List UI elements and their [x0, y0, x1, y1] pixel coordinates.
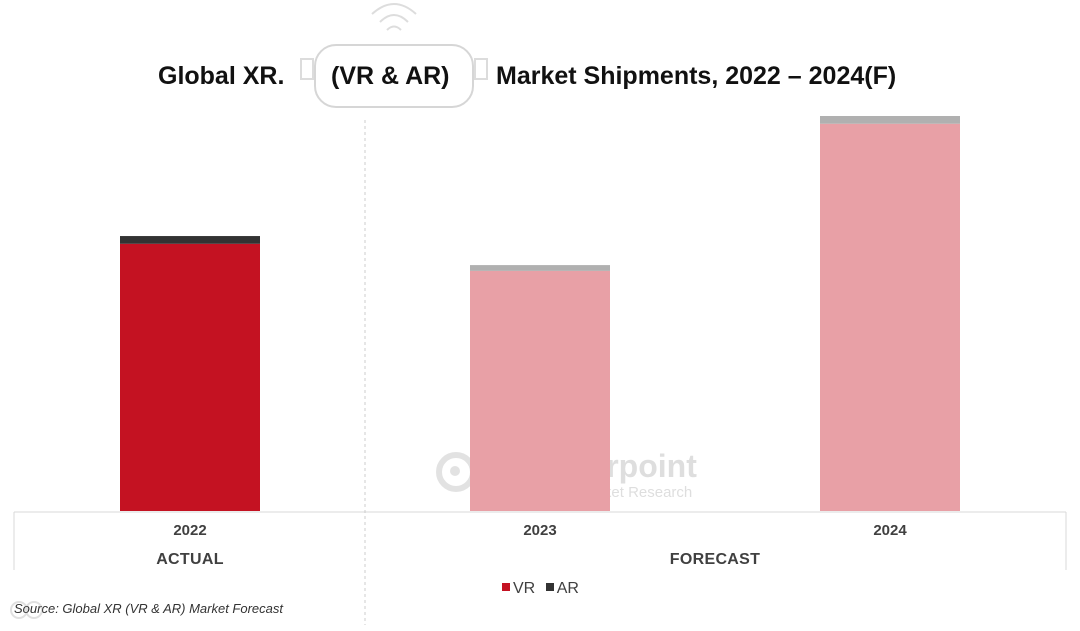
chart-legend: VR AR	[502, 580, 585, 598]
chart-title-part-3: Market Shipments, 2022 – 2024(F)	[496, 62, 897, 90]
watermark-name: Counterpoint	[496, 448, 697, 484]
watermark-tagline: Technology Market Research	[498, 484, 693, 501]
category-label-2022: 2022	[173, 522, 207, 539]
bar-vr-2022	[120, 243, 260, 511]
source-note: Source: Global XR (VR & AR) Market Forec…	[14, 601, 283, 616]
legend-label-vr: VR	[513, 580, 536, 597]
bar-ar-2024	[820, 116, 960, 124]
category-label-2023: 2023	[523, 522, 557, 539]
section-label-forecast: FORECAST	[669, 551, 761, 568]
legend-label-ar: AR	[556, 580, 579, 597]
bar-ar-2023	[470, 265, 610, 271]
headset-strap-right	[474, 58, 488, 80]
vr-headset-icon	[314, 44, 474, 108]
chart-title-part-1: Global XR.	[158, 62, 285, 90]
section-label-actual: ACTUAL	[156, 551, 224, 568]
watermark-corner-logo	[10, 601, 43, 619]
headset-strap-left	[300, 58, 314, 80]
legend-swatch-vr	[502, 583, 510, 591]
chart-title-part-2: (VR & AR)	[331, 62, 450, 90]
bar-vr-2024	[820, 123, 960, 512]
category-label-2024: 2024	[873, 522, 907, 539]
legend-item-ar: AR	[545, 580, 579, 598]
bar-ar-2022	[120, 236, 260, 244]
counterpoint-watermark: Counterpoint Technology Market Research	[432, 448, 712, 508]
legend-swatch-ar	[545, 583, 554, 591]
legend-item-vr: VR	[502, 580, 535, 598]
wifi-icon	[371, 3, 417, 31]
